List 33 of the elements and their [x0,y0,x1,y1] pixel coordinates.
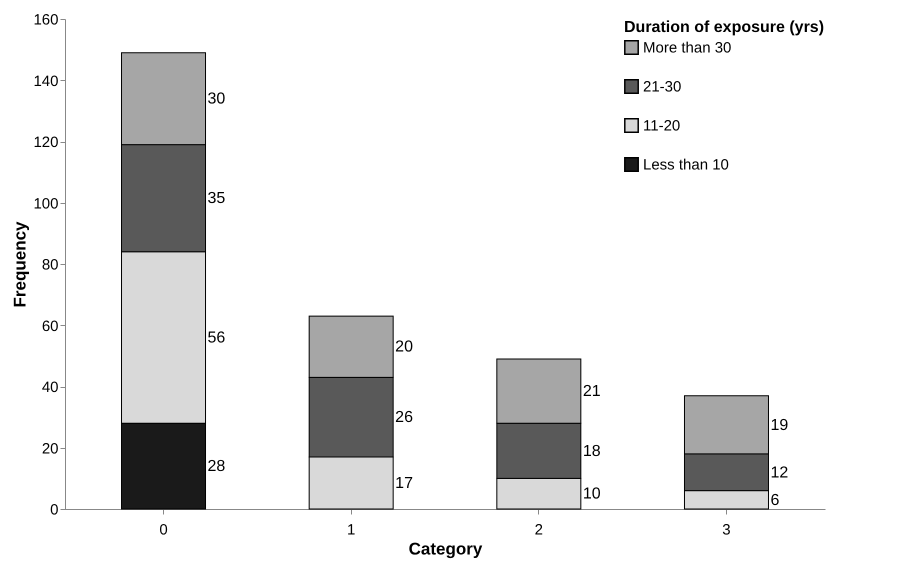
y-tick-label: 80 [42,256,58,274]
data-label: 30 [208,90,226,108]
x-axis-title: Category [408,540,483,558]
y-tick-label: 140 [33,72,58,90]
legend-label: Less than 10 [643,156,729,174]
legend-label: 11-20 [643,118,680,134]
data-label: 28 [208,458,226,476]
x-tick-label: 3 [722,522,731,538]
y-tick-label: 160 [33,12,58,28]
data-label: 35 [208,190,226,208]
data-label: 17 [395,474,414,492]
data-label: 18 [582,442,601,460]
data-label: 56 [208,330,226,346]
y-tick-label: 20 [42,440,58,458]
legend-title: Duration of exposure (yrs) [624,19,824,36]
data-label: 26 [395,409,414,426]
x-tick-label: 1 [347,522,356,538]
data-label: 10 [582,486,601,503]
x-tick-label: 2 [534,522,543,538]
x-tick-label: 0 [159,522,168,538]
data-label: 21 [582,383,601,400]
y-tick-label: 100 [33,195,58,212]
y-tick-label: 120 [33,134,58,151]
legend-label: More than 30 [643,40,732,56]
data-label: 20 [395,338,414,356]
y-tick-label: 0 [50,502,58,518]
y-axis-title: Frequency [10,220,30,308]
legend-label: 21-30 [643,78,682,96]
data-label: 6 [770,492,780,509]
y-tick-label: 40 [42,379,58,396]
y-tick-label: 60 [42,318,58,335]
data-label: 19 [770,416,788,434]
data-label: 12 [770,464,788,482]
